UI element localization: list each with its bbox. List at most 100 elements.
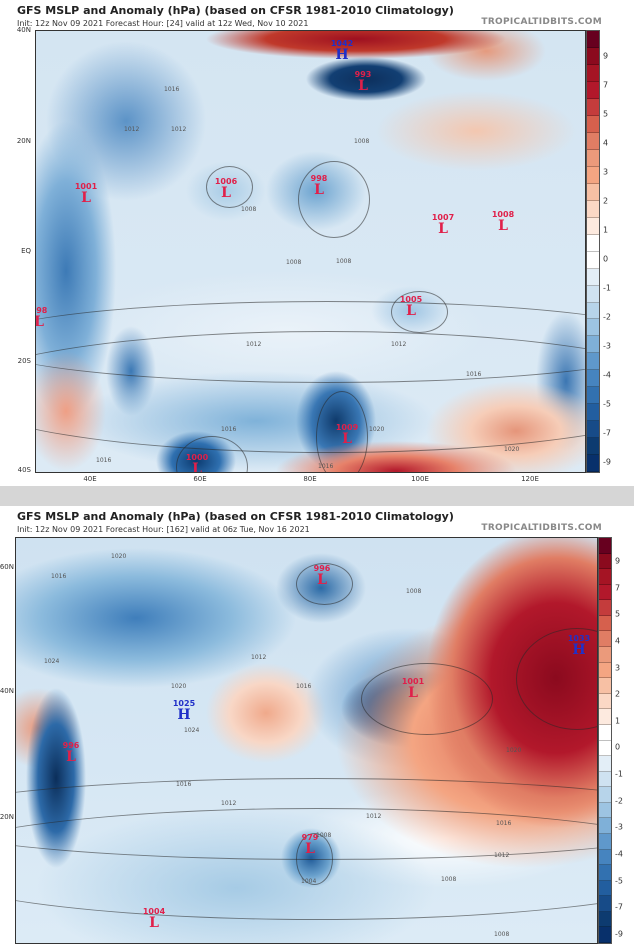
colorbar-tick-label: -5 xyxy=(603,399,611,409)
mslp-anomaly-map: 996 L 1033 H 1001 L 1025 H 996 L 979 L 1004 L 1… xyxy=(15,537,598,944)
panel-title: GFS MSLP and Anomaly (hPa) (based on CFS… xyxy=(17,510,454,523)
colorbar-tick-label: -4 xyxy=(615,849,623,859)
isobar-label: 1008 xyxy=(354,138,370,145)
panel-separator xyxy=(0,486,634,506)
colorbar-bin xyxy=(587,353,599,371)
isobar-label: 1008 xyxy=(494,931,510,938)
isobar-label: 1016 xyxy=(164,86,180,93)
colorbar-tick-label: 9 xyxy=(615,556,621,566)
colorbar-bin xyxy=(599,600,611,616)
colorbar-tick-label: -2 xyxy=(603,312,611,322)
colorbar-tick-label: -3 xyxy=(615,822,623,832)
isobar-label: 1008 xyxy=(441,876,457,883)
colorbar-tick-label: -7 xyxy=(603,428,611,438)
colorbar-bin xyxy=(599,865,611,881)
pressure-center-low: 1006 L xyxy=(214,177,238,201)
colorbar-tick-label: 9 xyxy=(603,51,609,61)
lat-label: 60N xyxy=(0,563,14,571)
colorbar-bin xyxy=(599,678,611,694)
colorbar-bin xyxy=(599,584,611,601)
isobar-label: 1016 xyxy=(221,426,237,433)
isobar-label: 1020 xyxy=(504,446,520,453)
colorbar-bin xyxy=(599,693,611,710)
colorbar-tick-label: -1 xyxy=(603,283,611,293)
isobar-label: 1012 xyxy=(246,341,262,348)
isobar-label: 1012 xyxy=(391,341,407,348)
isobar-label: 1012 xyxy=(251,654,267,661)
isobar-label: 1012 xyxy=(124,126,140,133)
colorbar-bin xyxy=(587,336,599,354)
isobar-label: 1008 xyxy=(316,832,332,839)
colorbar-bin xyxy=(587,149,599,167)
colorbar-bin xyxy=(587,64,599,82)
lon-label: 60E xyxy=(193,475,207,483)
colorbar-ticks: 9 7 5 4 3 2 1 0 -1 -2 -3 -4 -5 -7 -9 xyxy=(615,537,634,942)
lat-label: 40N xyxy=(0,687,14,695)
isobar-label: 1016 xyxy=(96,457,112,464)
forecast-panel-hour-24: GFS MSLP and Anomaly (hPa) (based on CFS… xyxy=(16,4,633,483)
pressure-center-low: 1001 L xyxy=(401,677,425,701)
colorbar-tick-label: 2 xyxy=(615,689,621,699)
isobar-label: 1020 xyxy=(171,683,187,690)
colorbar-bin xyxy=(587,98,599,116)
colorbar-bin xyxy=(587,183,599,201)
isobar xyxy=(361,663,493,735)
pressure-center-high: 1025 H xyxy=(172,699,196,723)
anomaly-colorbar xyxy=(586,30,600,473)
colorbar-tick-label: 0 xyxy=(603,254,609,264)
lon-label: 100E xyxy=(411,475,429,483)
colorbar-tick-label: 4 xyxy=(615,636,621,646)
colorbar-tick-label: 0 xyxy=(615,742,621,752)
colorbar-bin xyxy=(599,818,611,834)
isobar-label: 1012 xyxy=(494,852,510,859)
colorbar-tick-label: -9 xyxy=(603,457,611,467)
colorbar-bin xyxy=(599,896,611,912)
colorbar-tick-label: -4 xyxy=(603,370,611,380)
isobar-label: 1012 xyxy=(366,813,382,820)
lon-label: 40E xyxy=(83,475,97,483)
colorbar-tick-label: 1 xyxy=(603,225,609,235)
colorbar-bin xyxy=(587,319,599,337)
isobar xyxy=(298,161,370,238)
colorbar-tick-label: 3 xyxy=(615,663,621,673)
lat-label: 20N xyxy=(0,813,14,821)
colorbar-tick-label: -3 xyxy=(603,341,611,351)
colorbar-ticks: 9 7 5 4 3 2 1 0 -1 -2 -3 -4 -5 -7 -9 xyxy=(603,30,633,471)
colorbar-bin xyxy=(587,302,599,320)
colorbar-bin xyxy=(599,927,611,944)
colorbar-tick-label: 2 xyxy=(603,196,609,206)
panel-subtitle: Init: 12z Nov 09 2021 Forecast Hour: [16… xyxy=(17,525,310,534)
pressure-center-low: 996 L xyxy=(62,741,80,765)
isobar-label: 1008 xyxy=(336,258,352,265)
lat-label: 20N xyxy=(16,137,31,145)
site-watermark: TROPICALTIDBITS.COM xyxy=(481,523,602,533)
isobar xyxy=(296,563,353,605)
colorbar-bin xyxy=(587,81,599,99)
colorbar-bin xyxy=(587,31,599,48)
colorbar-bin xyxy=(599,911,611,928)
pressure-center-high: 1042 H xyxy=(330,39,354,63)
isobar-label: 1024 xyxy=(44,658,60,665)
pressure-center-low: 993 L xyxy=(354,70,372,94)
site-watermark: TROPICALTIDBITS.COM xyxy=(481,17,602,27)
colorbar-bin xyxy=(587,455,599,473)
colorbar-bin xyxy=(587,268,599,286)
colorbar-bin xyxy=(587,251,599,269)
colorbar-bin xyxy=(587,166,599,184)
pressure-center-low: 1009 L xyxy=(335,423,359,447)
colorbar-bin xyxy=(599,538,611,554)
pressure-center-low: 1008 L xyxy=(491,210,515,234)
isobar xyxy=(16,808,597,920)
colorbar-bin xyxy=(587,438,599,456)
panel-subtitle: Init: 12z Nov 09 2021 Forecast Hour: [24… xyxy=(17,19,309,28)
isobar-label: 1012 xyxy=(221,800,237,807)
colorbar-bin xyxy=(587,285,599,303)
colorbar-tick-label: 5 xyxy=(615,609,621,619)
colorbar-bin xyxy=(587,234,599,252)
colorbar-tick-label: 5 xyxy=(603,109,609,119)
isobar-label: 1016 xyxy=(176,781,192,788)
lat-label: 40S xyxy=(17,466,31,474)
isobar-label: 1020 xyxy=(506,747,522,754)
mslp-anomaly-map: 1042 H 993 L 1001 L 1006 L 998 L 1007 L 1008 L … xyxy=(35,30,586,473)
pressure-center-high: 1033 H xyxy=(567,634,591,658)
